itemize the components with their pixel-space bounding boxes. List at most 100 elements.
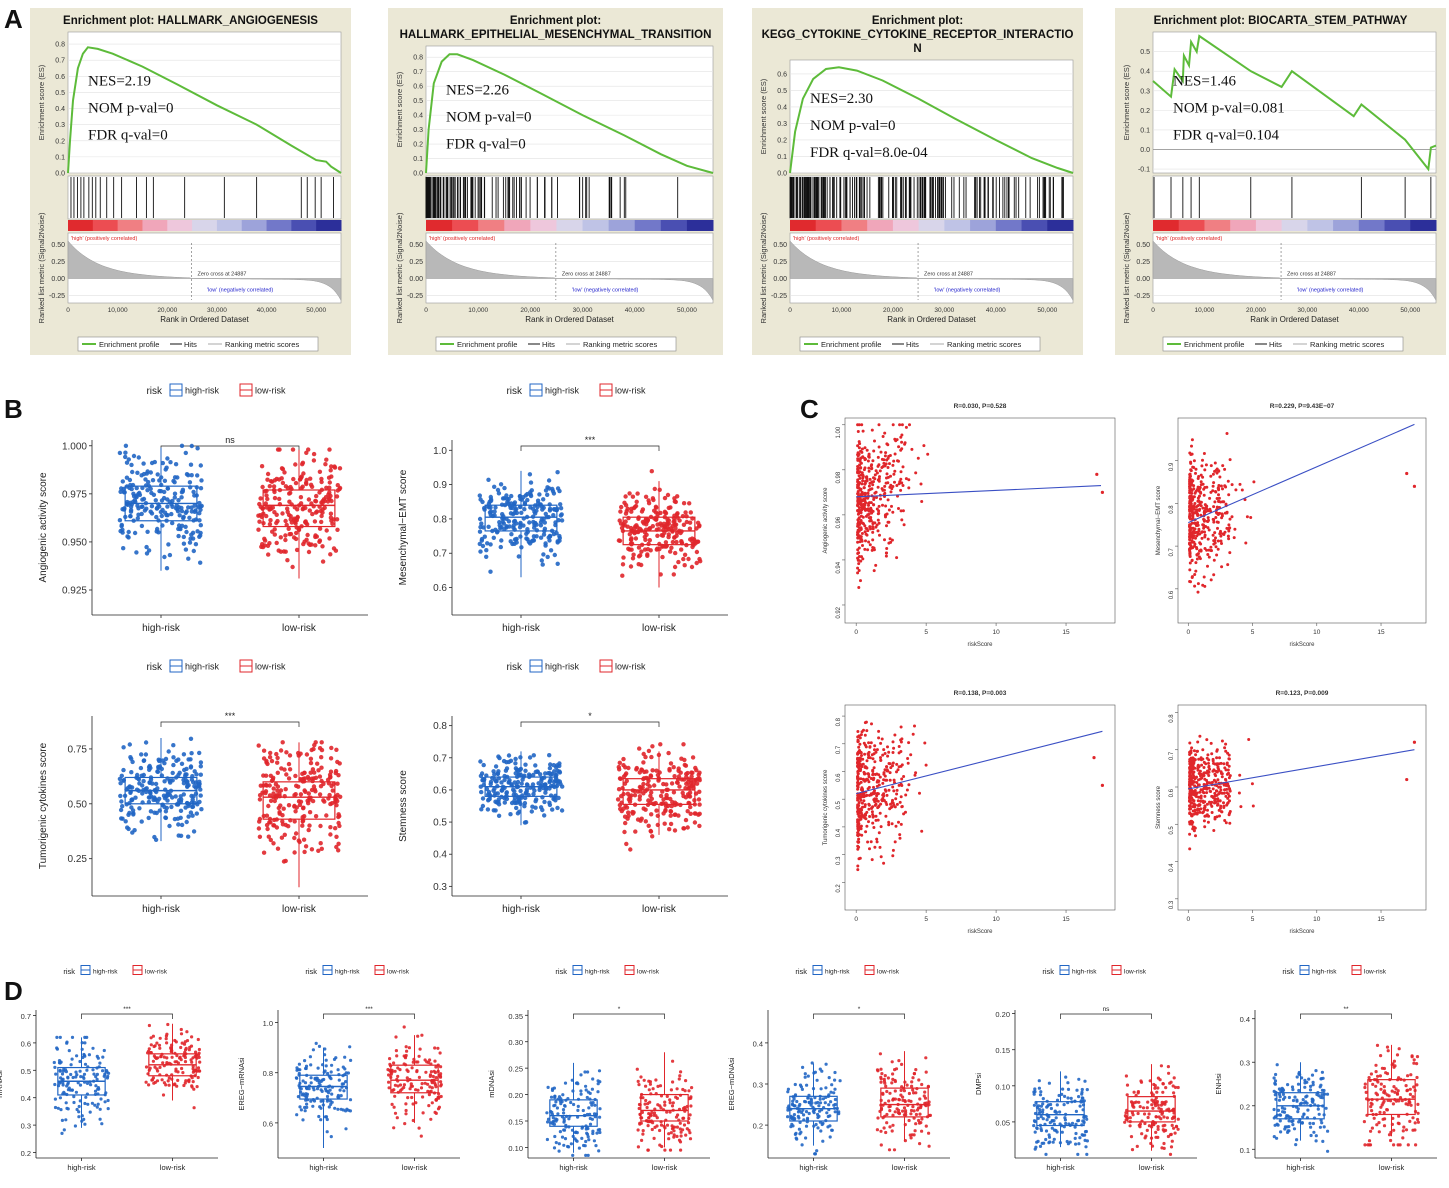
scatter-point (892, 423, 895, 426)
scatter-point (1229, 458, 1232, 461)
scatter-point (1220, 810, 1223, 813)
scatter-point (1201, 748, 1204, 751)
scatter-point (885, 547, 888, 550)
data-point (514, 537, 518, 541)
data-point (663, 808, 667, 812)
fdr-qval: FDR q-val=0.104 (1173, 128, 1279, 144)
data-point (196, 1085, 199, 1088)
scatter-point (1251, 782, 1254, 785)
significance-bracket (82, 1014, 173, 1019)
scatter-point (871, 538, 874, 541)
data-point (198, 1048, 201, 1051)
significance-bracket (521, 446, 659, 451)
scatter-point (1189, 514, 1192, 517)
rank-tick-label: 30,000 (573, 307, 593, 314)
data-point (518, 789, 522, 793)
scatter-point (1204, 510, 1207, 513)
data-point (484, 555, 488, 559)
scatter-point (1214, 462, 1217, 465)
metric-tick-label: 0.00 (1136, 276, 1150, 283)
scatter-point (1238, 792, 1241, 795)
scatter-point (877, 529, 880, 532)
scatter-point (857, 551, 860, 554)
fdr-qval: FDR q-val=0 (88, 128, 168, 144)
data-point (540, 558, 544, 562)
data-point (301, 471, 305, 475)
es-tick-label: 0.4 (1140, 69, 1150, 76)
low-correlated-label: 'low' (negatively correlated) (572, 287, 638, 293)
significance-label: *** (365, 1006, 373, 1013)
data-point (261, 773, 265, 777)
data-point (189, 751, 193, 755)
significance-label: * (588, 711, 592, 721)
es-tick-label: 0.7 (413, 69, 423, 76)
data-point (634, 767, 638, 771)
scatter-point (1209, 546, 1212, 549)
data-point (286, 824, 290, 828)
scatter-outlier (1101, 491, 1104, 494)
es-tick-label: 0.8 (55, 42, 65, 49)
data-point (309, 761, 313, 765)
data-point (60, 1132, 63, 1135)
scatter-point (871, 531, 874, 534)
scatter-point (1199, 800, 1202, 803)
data-point (673, 565, 677, 569)
data-point (265, 783, 269, 787)
rank-color-segment (996, 220, 1022, 231)
data-point (192, 1088, 195, 1091)
x-tick-label: 15 (1377, 629, 1385, 636)
scatter-point (1194, 809, 1197, 812)
scatter-point (887, 823, 890, 826)
data-point (149, 470, 153, 474)
data-point (688, 794, 692, 798)
data-point (64, 1118, 67, 1121)
scatter-point (856, 840, 859, 843)
y-tick-label: 0.2 (21, 1149, 31, 1158)
zero-cross-label: Zero cross at 24887 (1287, 272, 1336, 278)
scatter-point (1227, 801, 1230, 804)
data-point (502, 759, 506, 763)
data-point (270, 480, 274, 484)
scatter-point (1188, 847, 1191, 850)
scatter-point (910, 448, 913, 451)
hits-area (68, 176, 341, 219)
data-point (499, 538, 503, 542)
data-point (318, 527, 322, 531)
data-point (172, 480, 176, 484)
scatter-point (865, 527, 868, 530)
rank-color-segment (291, 220, 316, 231)
scatter-point (872, 510, 875, 513)
rank-color-segment (68, 220, 93, 231)
data-point (334, 1056, 337, 1059)
data-point (179, 809, 183, 813)
data-point (386, 1068, 389, 1071)
data-point (123, 455, 127, 459)
scatter-point (1238, 774, 1241, 777)
scatter-point (1223, 784, 1226, 787)
scatter-point (870, 501, 873, 504)
scatter-point (861, 493, 864, 496)
data-point (159, 510, 163, 514)
high-correlated-label: 'high' (positively correlated) (71, 236, 137, 242)
nom-pval: NOM p-val=0 (810, 118, 896, 134)
zero-cross-label: Zero cross at 24887 (198, 272, 247, 278)
data-point (509, 494, 513, 498)
rank-tick-label: 20,000 (520, 307, 540, 314)
data-point (149, 487, 153, 491)
data-point (635, 500, 639, 504)
scatter-point (1226, 791, 1229, 794)
scatter-point (1201, 537, 1204, 540)
data-point (124, 444, 128, 448)
data-point (672, 536, 676, 540)
rank-color-segment (556, 220, 583, 231)
data-point (621, 555, 625, 559)
data-point (305, 1106, 308, 1109)
scatter-point (917, 457, 920, 460)
rank-color-segment (452, 220, 479, 231)
x-tick-label: 10 (1313, 916, 1321, 923)
data-point (667, 827, 671, 831)
scatter-point (1228, 758, 1231, 761)
data-point (512, 799, 516, 803)
data-point (641, 791, 645, 795)
